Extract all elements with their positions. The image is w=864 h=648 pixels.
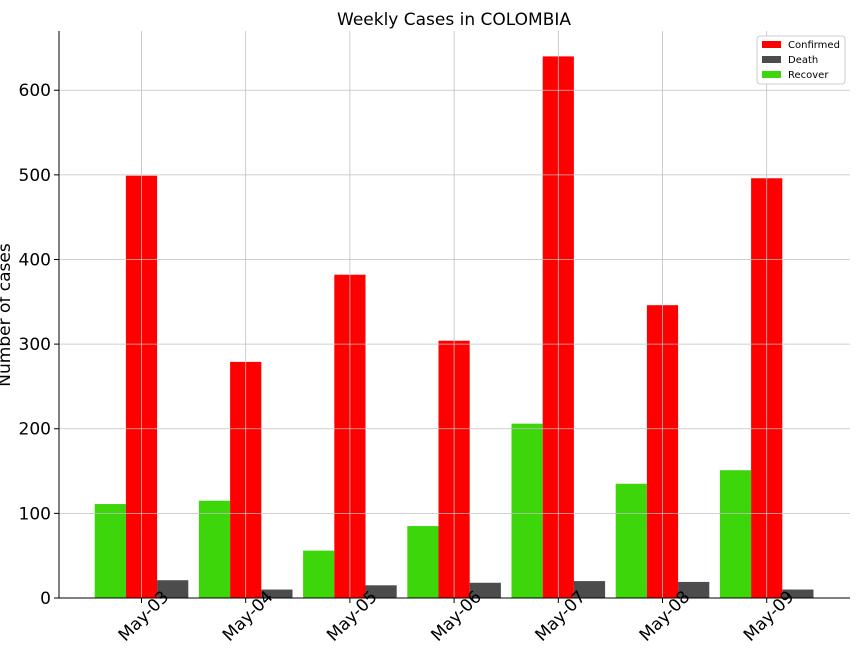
y-tick-label: 0 bbox=[40, 589, 51, 609]
bar-death bbox=[469, 582, 501, 598]
legend-label-recover: Recover bbox=[788, 70, 829, 81]
bar-recover bbox=[198, 500, 231, 598]
bar-recover bbox=[511, 423, 543, 598]
bar-death bbox=[365, 585, 397, 598]
legend-swatch-recover bbox=[762, 71, 781, 78]
bar-recover bbox=[94, 504, 126, 598]
bar-recover bbox=[303, 550, 335, 598]
bar-recover bbox=[615, 483, 647, 598]
y-tick-label: 300 bbox=[19, 335, 51, 355]
y-tick-label: 200 bbox=[19, 420, 51, 440]
legend-label-death: Death bbox=[788, 55, 818, 66]
y-tick-label: 400 bbox=[19, 250, 51, 270]
bar-recover bbox=[719, 470, 752, 598]
bar-death bbox=[261, 589, 293, 598]
bar-death bbox=[157, 580, 189, 598]
bar-death bbox=[573, 581, 606, 598]
y-axis-label: Number of cases bbox=[0, 243, 15, 387]
legend-swatch-death bbox=[762, 56, 781, 63]
chart-title: Weekly Cases in COLOMBIA bbox=[337, 10, 571, 30]
legend-label-confirmed: Confirmed bbox=[788, 40, 840, 51]
legend: Confirmed Death Recover bbox=[756, 35, 846, 85]
grid bbox=[59, 31, 850, 599]
bar-recover bbox=[407, 526, 439, 598]
bar-death bbox=[782, 589, 814, 598]
y-tick-label: 500 bbox=[19, 166, 51, 186]
bar-death bbox=[678, 581, 710, 598]
legend-swatch-confirmed bbox=[762, 41, 781, 48]
y-tick-label: 600 bbox=[19, 81, 51, 101]
y-tick-label: 100 bbox=[19, 504, 51, 524]
